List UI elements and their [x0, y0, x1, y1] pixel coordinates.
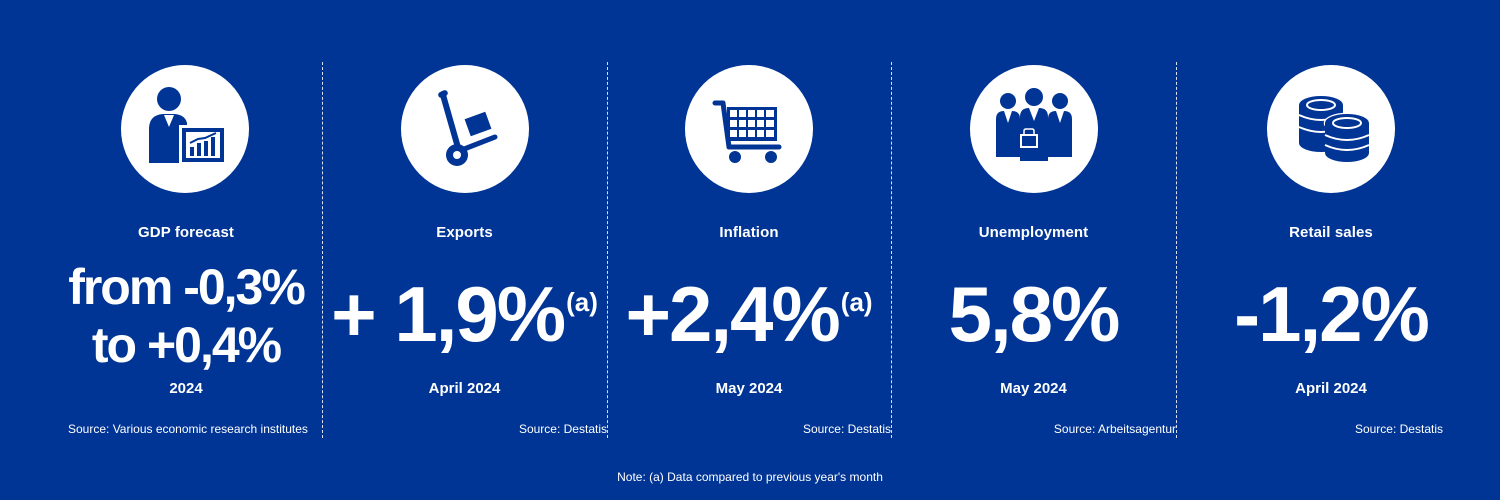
- period-label: May 2024: [715, 380, 783, 397]
- source-label: Source: Destatis: [518, 422, 607, 436]
- shopping-cart-icon: [712, 100, 782, 163]
- panel-retail-sales: Retail sales -1,2% April 2024 Source: De…: [1176, 0, 1500, 500]
- icon-circle: [1267, 65, 1395, 193]
- icon-circle: [121, 65, 249, 193]
- analyst-chart-icon: [149, 87, 227, 165]
- source-label: Source: Various economic research instit…: [68, 422, 308, 436]
- value-text: -1,2%: [1234, 270, 1430, 358]
- footnote-marker: (a): [840, 287, 873, 317]
- value-label: +2,4%(a): [607, 272, 891, 374]
- divider: [891, 62, 892, 438]
- panel-gdp-forecast: GDP forecast from -0,3% to +0,4% 2024 So…: [0, 0, 322, 500]
- value-line-1: from -0,3%: [68, 259, 306, 315]
- value-text: +2,4%: [625, 270, 840, 358]
- category-label: Retail sales: [1289, 224, 1373, 241]
- icon-circle: [970, 65, 1098, 193]
- value-text: + 1,9%: [331, 270, 566, 358]
- value-label: -1,2%: [1176, 272, 1486, 356]
- divider: [607, 62, 608, 438]
- value-label: + 1,9%(a): [322, 272, 607, 374]
- coins-icon: [1298, 96, 1371, 162]
- divider: [322, 62, 323, 438]
- people-group-icon: [996, 88, 1072, 161]
- source-label: Source: Destatis: [802, 422, 891, 436]
- value-line-2: to +0,4%: [91, 317, 282, 373]
- divider: [1176, 62, 1177, 438]
- category-label: Exports: [436, 224, 493, 241]
- panel-unemployment: Unemployment 5,8% May 2024 Source: Arbei…: [891, 0, 1176, 500]
- value-text: 5,8%: [948, 270, 1121, 358]
- category-label: Unemployment: [978, 224, 1089, 241]
- icon-circle: [685, 65, 813, 193]
- period-label: May 2024: [1000, 380, 1067, 397]
- value-label: 5,8%: [891, 272, 1176, 356]
- period-label: April 2024: [428, 380, 501, 397]
- source-label: Source: Destatis: [1354, 422, 1443, 436]
- footnote: Note: (a) Data compared to previous year…: [617, 470, 883, 484]
- period-label: April 2024: [1295, 380, 1367, 397]
- hand-truck-icon: [438, 90, 498, 166]
- panel-exports: Exports + 1,9%(a) April 2024 Source: Des…: [322, 0, 607, 500]
- source-label: Source: Arbeitsagentur: [1053, 422, 1176, 436]
- category-label: GDP forecast: [138, 224, 234, 241]
- icon-circle: [401, 65, 529, 193]
- category-label: Inflation: [719, 224, 779, 241]
- period-label: 2024: [169, 380, 203, 397]
- footnote-marker: (a): [566, 287, 598, 317]
- panel-inflation: Inflation +2,4%(a) May 2024 Source: Dest…: [607, 0, 891, 500]
